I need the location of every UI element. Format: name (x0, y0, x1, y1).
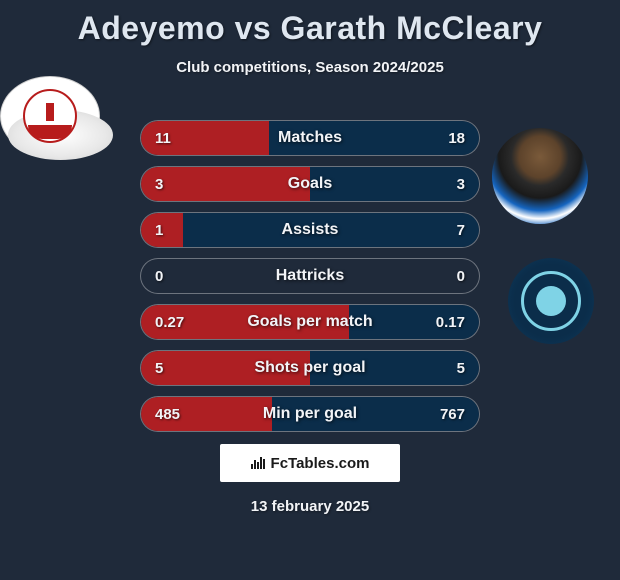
stat-row: 17Assists (140, 212, 480, 248)
stat-row: 33Goals (140, 166, 480, 202)
player-right-avatar (492, 128, 588, 224)
logo-text: FcTables.com (271, 455, 370, 472)
club-right-crest (508, 258, 594, 344)
stat-row: 485767Min per goal (140, 396, 480, 432)
stat-row: 1118Matches (140, 120, 480, 156)
page-title: Adeyemo vs Garath McCleary (0, 0, 620, 47)
stat-label: Assists (141, 213, 479, 247)
page-subtitle: Club competitions, Season 2024/2025 (0, 59, 620, 76)
wycombe-crest-icon (521, 271, 581, 331)
stats-area: 1118Matches 33Goals 17Assists 00Hattricks 0.… (140, 120, 480, 442)
stat-label: Goals per match (141, 305, 479, 339)
footer-date: 13 february 2025 (251, 498, 369, 515)
crawley-town-crest-icon (23, 89, 77, 143)
stat-row: 55Shots per goal (140, 350, 480, 386)
stat-label: Matches (141, 121, 479, 155)
stat-label: Min per goal (141, 397, 479, 431)
stat-label: Shots per goal (141, 351, 479, 385)
stat-row: 00Hattricks (140, 258, 480, 294)
stat-label: Hattricks (141, 259, 479, 293)
stat-row: 0.270.17Goals per match (140, 304, 480, 340)
fctables-logo: FcTables.com (220, 444, 400, 482)
logo-bars-icon (251, 457, 265, 469)
stat-label: Goals (141, 167, 479, 201)
comparison-card: Adeyemo vs Garath McCleary Club competit… (0, 0, 620, 580)
